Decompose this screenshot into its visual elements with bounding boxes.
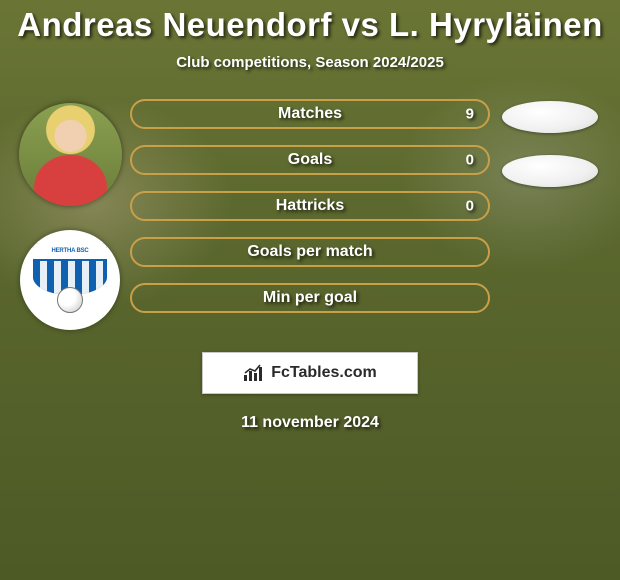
stat-value: 0 bbox=[466, 198, 474, 215]
badge-text: HERTHA BSC bbox=[33, 243, 107, 261]
club-badge-graphic: HERTHA BSC bbox=[33, 243, 107, 317]
comparison-ellipse bbox=[502, 155, 598, 187]
main-row: HERTHA BSC Matches 9 Goals 0 Hattricks 0… bbox=[0, 99, 620, 330]
badge-ball-icon bbox=[57, 287, 83, 313]
stat-label: Matches bbox=[278, 105, 342, 123]
left-column: HERTHA BSC bbox=[10, 99, 130, 330]
bar-chart-icon bbox=[243, 364, 265, 382]
stat-label: Goals bbox=[288, 151, 332, 169]
player-photo bbox=[19, 103, 122, 206]
stat-label: Min per goal bbox=[263, 289, 357, 307]
stat-row-matches: Matches 9 bbox=[130, 99, 490, 129]
right-column bbox=[490, 99, 610, 187]
infographic-root: Andreas Neuendorf vs L. Hyryläinen Club … bbox=[0, 0, 620, 580]
club-badge: HERTHA BSC bbox=[20, 230, 120, 330]
stat-row-goals-per-match: Goals per match bbox=[130, 237, 490, 267]
brand-box: FcTables.com bbox=[202, 352, 418, 394]
stat-value: 0 bbox=[466, 152, 474, 169]
stat-label: Hattricks bbox=[276, 197, 344, 215]
stats-column: Matches 9 Goals 0 Hattricks 0 Goals per … bbox=[130, 99, 490, 313]
stat-value: 9 bbox=[466, 106, 474, 123]
brand-text: FcTables.com bbox=[271, 364, 377, 382]
page-title: Andreas Neuendorf vs L. Hyryläinen bbox=[0, 6, 620, 44]
date-text: 11 november 2024 bbox=[0, 414, 620, 432]
stat-row-min-per-goal: Min per goal bbox=[130, 283, 490, 313]
subtitle: Club competitions, Season 2024/2025 bbox=[0, 54, 620, 71]
comparison-ellipse bbox=[502, 101, 598, 133]
stat-row-goals: Goals 0 bbox=[130, 145, 490, 175]
stat-row-hattricks: Hattricks 0 bbox=[130, 191, 490, 221]
stat-label: Goals per match bbox=[247, 243, 372, 261]
